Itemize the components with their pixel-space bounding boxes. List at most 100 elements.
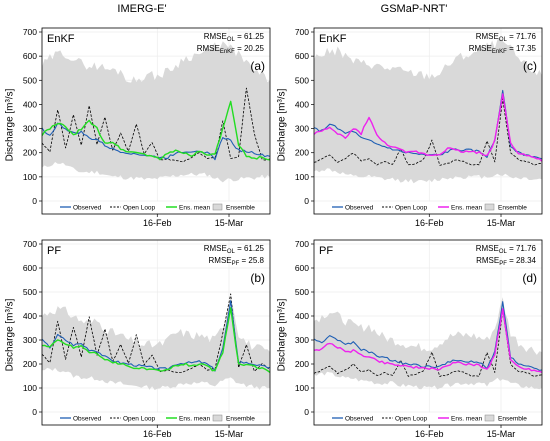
- y-tick-label: 500: [23, 75, 37, 85]
- plot-frame: [41, 27, 271, 215]
- legend-label: Open Loop: [123, 205, 156, 212]
- y-tick-label: 100: [23, 172, 37, 182]
- legend-label: Observed: [73, 205, 102, 212]
- x-tick-label: 16-Feb: [415, 218, 444, 228]
- panel-d: 0 100 200 300 400 500 600 700 16-Feb 15-Mar Discha…: [277, 239, 543, 439]
- series-ens-mean: [314, 93, 542, 162]
- y-tick-label: 600: [23, 263, 37, 273]
- plot-frame: [41, 239, 271, 426]
- legend: Observed Open Loop Ens. mean Ensemble: [330, 201, 527, 213]
- y-tick-label: 0: [304, 196, 309, 206]
- y-axis-label: Discharge [m³/s]: [277, 298, 288, 371]
- y-tick-label: 700: [295, 239, 309, 249]
- legend-label: Ens. mean: [451, 205, 482, 212]
- rmse-stat: RMSEOL = 61.25: [204, 244, 265, 255]
- x-tick-label: 16-Feb: [415, 429, 444, 439]
- rmse-stat: RMSEEnKF = 20.25: [197, 44, 265, 55]
- legend-label: Ensemble: [226, 205, 255, 212]
- y-tick-label: 500: [295, 75, 309, 85]
- legend-label: Ens. mean: [179, 416, 210, 423]
- y-tick-label: 200: [23, 359, 37, 369]
- y-tick-label: 300: [23, 335, 37, 345]
- y-tick-label: 200: [23, 148, 37, 158]
- y-tick-label: 0: [32, 196, 37, 206]
- y-tick-label: 500: [23, 287, 37, 297]
- panel-letter: (c): [523, 59, 537, 73]
- y-tick-label: 600: [23, 51, 37, 61]
- y-axis-label: Discharge [m³/s]: [277, 88, 288, 161]
- series-ens-mean: [42, 307, 270, 373]
- panel-letter: (d): [522, 271, 537, 285]
- y-tick-label: 700: [295, 27, 309, 37]
- y-tick-label: 500: [295, 287, 309, 297]
- x-tick-label: 15-Mar: [215, 429, 244, 439]
- x-tick-label: 15-Mar: [487, 218, 516, 228]
- series-ensemble-band: [42, 298, 270, 390]
- panel-a: 0 100 200 300 400 500 600 700 16-Feb 15-Mar Discha…: [5, 27, 271, 228]
- y-tick-label: 700: [23, 27, 37, 37]
- legend-label: Open Loop: [123, 416, 156, 423]
- series-group: [314, 297, 542, 390]
- method-label: EnKF: [319, 33, 347, 45]
- rmse-stat: RMSEPF = 25.8: [209, 256, 265, 267]
- legend-label: Ens. mean: [451, 416, 482, 423]
- x-tick-label: 15-Mar: [215, 218, 244, 228]
- y-tick-label: 200: [295, 148, 309, 158]
- series-open-loop: [42, 87, 270, 163]
- legend-background: [58, 412, 254, 424]
- x-tick-label: 16-Feb: [143, 218, 172, 228]
- legend-background: [330, 201, 526, 213]
- panel-b: 0 100 200 300 400 500 600 700 16-Feb 15-Mar Discha…: [5, 239, 271, 439]
- y-tick-label: 100: [295, 383, 309, 393]
- legend-label: Observed: [73, 416, 102, 423]
- y-tick-label: 400: [295, 99, 309, 109]
- series-observed: [314, 301, 542, 371]
- series-group: [42, 293, 270, 390]
- rmse-stat: RMSEPF = 28.34: [476, 256, 536, 267]
- legend: Observed Open Loop Ens. mean Ensemble: [58, 412, 255, 424]
- legend-label: Observed: [345, 416, 374, 423]
- legend-label: Ensemble: [498, 416, 527, 423]
- method-label: PF: [319, 245, 333, 257]
- series-ensemble-band: [314, 38, 542, 184]
- legend-swatch-ensemble: [212, 414, 223, 422]
- panel-letter: (b): [250, 271, 265, 285]
- series-ensemble-band: [42, 41, 270, 183]
- legend-background: [58, 201, 254, 213]
- legend-label: Open Loop: [395, 205, 428, 212]
- legend-label: Ens. mean: [179, 205, 210, 212]
- column-title-imerg: IMERG-E': [117, 3, 166, 15]
- legend-swatch-ensemble: [484, 203, 495, 211]
- y-axis-label: Discharge [m³/s]: [5, 298, 16, 371]
- y-axis-label: Discharge [m³/s]: [5, 88, 16, 161]
- method-label: EnKF: [47, 33, 75, 45]
- rmse-stat: RMSEOL = 61.25: [204, 32, 265, 43]
- method-label: PF: [47, 245, 61, 257]
- column-title-gsmap: GSMaP-NRT': [381, 3, 448, 15]
- y-tick-label: 700: [23, 239, 37, 249]
- legend-label: Open Loop: [395, 416, 428, 423]
- y-tick-label: 600: [295, 263, 309, 273]
- y-tick-label: 100: [23, 383, 37, 393]
- plot-frame: [313, 27, 543, 215]
- legend-background: [330, 412, 526, 424]
- y-tick-label: 100: [295, 172, 309, 182]
- series-ens-mean: [314, 308, 542, 374]
- legend-swatch-ensemble: [212, 203, 223, 211]
- series-ens-mean: [42, 100, 270, 161]
- legend-label: Ensemble: [498, 205, 527, 212]
- y-tick-label: 300: [295, 124, 309, 134]
- y-tick-label: 300: [295, 335, 309, 345]
- legend-label: Ensemble: [226, 416, 255, 423]
- series-open-loop: [314, 98, 542, 166]
- x-tick-label: 15-Mar: [487, 429, 516, 439]
- y-tick-label: 400: [295, 311, 309, 321]
- legend: Observed Open Loop Ens. mean Ensemble: [58, 201, 255, 213]
- rmse-stat: RMSEEnKF = 17.35: [469, 44, 537, 55]
- series-group: [314, 38, 542, 184]
- y-tick-label: 400: [23, 311, 37, 321]
- panel-letter: (a): [250, 59, 265, 73]
- rmse-stat: RMSEOL = 71.76: [476, 32, 537, 43]
- y-tick-label: 600: [295, 51, 309, 61]
